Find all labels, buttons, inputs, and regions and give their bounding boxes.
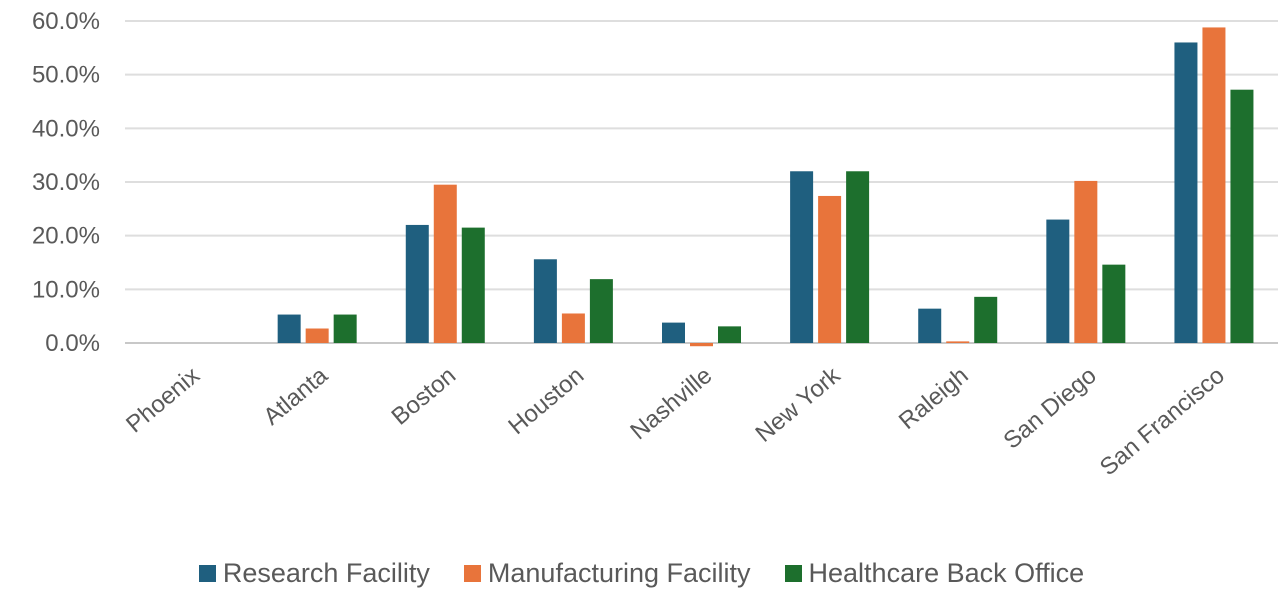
- y-tick-label: 60.0%: [32, 8, 100, 35]
- legend-swatch: [784, 565, 802, 582]
- bar-manufacturing-facility-new-york: [818, 195, 842, 343]
- legend-label: Research Facility: [222, 558, 430, 588]
- y-tick-label: 50.0%: [32, 62, 100, 89]
- bar-healthcare-back-office-boston: [461, 227, 485, 343]
- bar-healthcare-back-office-nashville: [718, 326, 741, 343]
- legend-label: Manufacturing Facility: [487, 558, 751, 588]
- x-tick-label: Phoenix: [121, 362, 205, 438]
- y-tick-label: 30.0%: [32, 169, 100, 196]
- bar-manufacturing-facility-san-diego: [1074, 180, 1098, 343]
- x-tick-label: San Diego: [998, 362, 1101, 455]
- bar-manufacturing-facility-atlanta: [305, 328, 329, 343]
- legend-swatch: [463, 565, 481, 582]
- bar-research-facility-houston: [533, 259, 557, 343]
- x-tick-label: New York: [750, 361, 846, 447]
- bar-research-facility-nashville: [662, 322, 685, 343]
- bar-manufacturing-facility-boston: [433, 184, 457, 343]
- y-tick-label: 40.0%: [32, 115, 100, 142]
- bar-research-facility-boston: [405, 224, 429, 343]
- legend-label: Healthcare Back Office: [808, 558, 1085, 588]
- bar-manufacturing-facility-san-francisco: [1202, 27, 1226, 343]
- bar-healthcare-back-office-houston: [589, 279, 613, 343]
- bar-healthcare-back-office-raleigh: [974, 296, 998, 343]
- bar-research-facility-atlanta: [277, 314, 301, 343]
- y-tick-label: 20.0%: [32, 223, 100, 250]
- bar-healthcare-back-office-new-york: [846, 171, 870, 343]
- x-tick-label: Raleigh: [894, 362, 974, 435]
- bar-research-facility-raleigh: [918, 308, 942, 343]
- legend-item: Research Facility: [198, 558, 430, 589]
- bar-healthcare-back-office-san-francisco: [1230, 89, 1254, 344]
- x-tick-label: Boston: [387, 362, 462, 431]
- legend-item: Healthcare Back Office: [784, 558, 1085, 589]
- bar-healthcare-back-office-atlanta: [333, 314, 357, 343]
- x-tick-label: Atlanta: [258, 361, 333, 430]
- bar-healthcare-back-office-san-diego: [1102, 264, 1126, 343]
- legend-item: Manufacturing Facility: [463, 558, 751, 589]
- bar-manufacturing-facility-houston: [561, 313, 585, 343]
- y-tick-label: 0.0%: [45, 330, 100, 357]
- bar-research-facility-new-york: [790, 171, 814, 343]
- x-tick-label: Houston: [503, 362, 589, 440]
- bar-research-facility-san-francisco: [1174, 42, 1198, 343]
- x-tick-label: Nashville: [625, 362, 717, 445]
- bar-manufacturing-facility-raleigh: [946, 341, 970, 343]
- y-tick-label: 10.0%: [32, 276, 100, 303]
- bar-research-facility-san-diego: [1046, 219, 1070, 343]
- bar-manufacturing-facility-nashville: [690, 343, 713, 347]
- x-tick-label: San Francisco: [1095, 362, 1230, 481]
- legend: Research Facility Manufacturing Facility H…: [0, 558, 1283, 589]
- legend-swatch: [198, 565, 216, 582]
